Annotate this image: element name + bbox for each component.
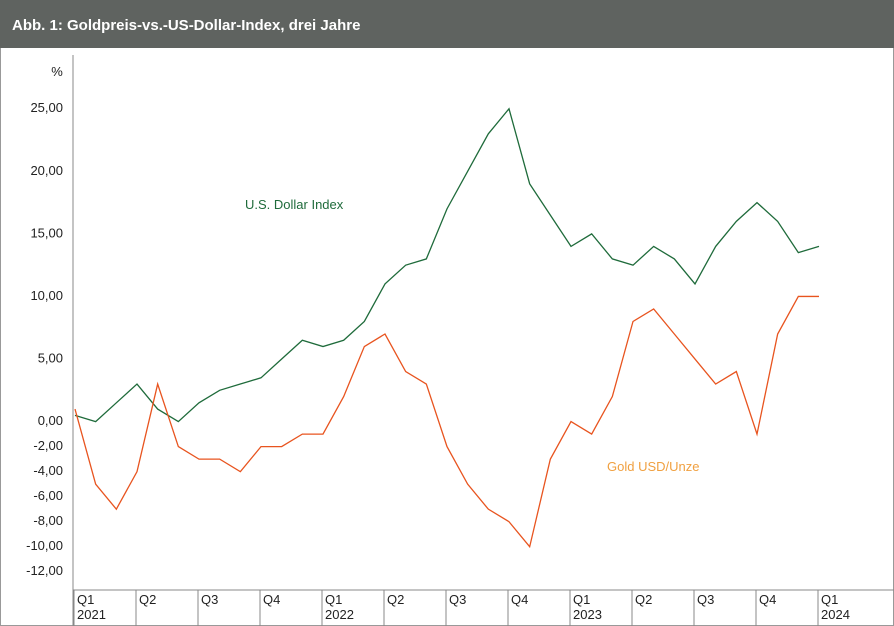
y-tick-label: -2,00 (33, 438, 63, 453)
x-tick-label: Q4 (511, 592, 528, 607)
x-tick-year: 2023 (573, 607, 602, 622)
y-tick-label: -8,00 (33, 513, 63, 528)
y-tick-label: -4,00 (33, 463, 63, 478)
x-tick-label: Q1 (325, 592, 342, 607)
y-tick-label: 10,00 (30, 288, 63, 303)
y-tick-label: -12,00 (26, 563, 63, 578)
x-tick-label: Q3 (697, 592, 714, 607)
x-tick-label: Q4 (759, 592, 776, 607)
header-bar (0, 0, 894, 48)
x-tick-label: Q2 (139, 592, 156, 607)
x-tick-label: Q4 (263, 592, 280, 607)
y-axis-label: % (51, 64, 63, 79)
x-tick-label: Q1 (573, 592, 590, 607)
series-line (74, 107, 820, 423)
series-label: Gold USD/Unze (607, 459, 699, 474)
y-tick-label: -10,00 (26, 538, 63, 553)
x-tick-year: 2024 (821, 607, 850, 622)
y-tick-label: 0,00 (38, 413, 63, 428)
x-tick-label: Q3 (201, 592, 218, 607)
y-tick-label: -6,00 (33, 488, 63, 503)
chart-title: Abb. 1: Goldpreis-vs.-US-Dollar-Index, d… (12, 17, 360, 34)
x-tick-year: 2022 (325, 607, 354, 622)
series-label: U.S. Dollar Index (245, 197, 344, 212)
x-tick-label: Q1 (821, 592, 838, 607)
x-tick-label: Q1 (77, 592, 94, 607)
series-line (74, 295, 819, 549)
x-tick-label: Q2 (387, 592, 404, 607)
x-tick-label: Q3 (449, 592, 466, 607)
y-tick-label: 15,00 (30, 225, 63, 240)
y-tick-label: 25,00 (30, 100, 63, 115)
y-tick-label: 5,00 (38, 350, 63, 365)
x-tick-label: Q2 (635, 592, 652, 607)
y-tick-label: 20,00 (30, 163, 63, 178)
x-tick-year: 2021 (77, 607, 106, 622)
